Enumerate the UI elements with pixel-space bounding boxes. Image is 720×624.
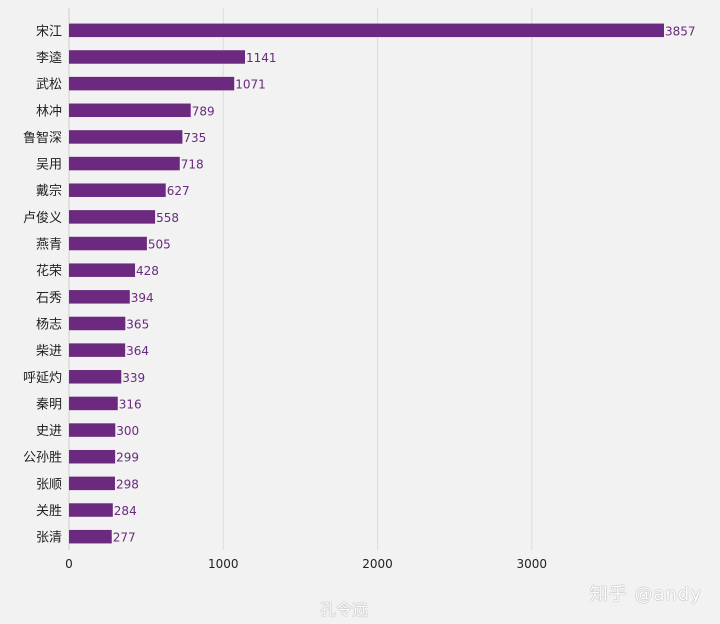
category-label: 武松 <box>36 78 62 93</box>
value-label: 298 <box>116 477 139 491</box>
category-label: 呼延灼 <box>23 371 62 386</box>
bar <box>69 236 147 251</box>
category-label: 卢俊义 <box>23 210 62 226</box>
bar <box>69 396 118 411</box>
value-label: 300 <box>116 424 139 438</box>
category-label: 史进 <box>36 424 62 439</box>
value-label: 627 <box>167 184 190 198</box>
bar <box>69 476 115 491</box>
bar <box>69 449 116 464</box>
category-label: 李逵 <box>36 51 62 66</box>
value-label: 789 <box>192 104 215 118</box>
value-label: 365 <box>126 317 149 331</box>
bar <box>69 103 191 118</box>
category-label: 石秀 <box>36 291 62 306</box>
category-label: 宋江 <box>36 24 62 39</box>
bar <box>69 156 180 171</box>
x-tick-labels: 0 1000 2000 3000 <box>65 557 547 571</box>
zhihu-watermark: 知乎 @andy <box>589 584 702 605</box>
value-label: 284 <box>114 504 137 518</box>
category-label: 鲁智深 <box>23 131 62 146</box>
x-tick-label: 2000 <box>362 557 393 571</box>
value-label: 735 <box>183 131 206 145</box>
value-label: 428 <box>136 264 159 278</box>
value-label: 505 <box>148 238 171 252</box>
value-label: 316 <box>119 397 142 411</box>
value-label: 1141 <box>246 51 277 65</box>
category-label: 张清 <box>36 531 62 546</box>
category-label: 燕青 <box>36 238 62 253</box>
x-tick-label: 3000 <box>517 557 548 571</box>
value-label: 299 <box>116 451 139 465</box>
category-label: 花荣 <box>36 263 62 279</box>
x-tick-label: 0 <box>65 557 73 571</box>
bar <box>69 529 112 544</box>
value-labels: 3857 1141 1071 789 735 718 627 558 505 428 394 365 3… <box>113 24 696 544</box>
category-labels: 宋江李逵武松林冲鲁智深吴用戴宗卢俊义燕青花荣石秀杨志柴进呼延灼秦明史进公孙胜张顺… <box>23 24 62 545</box>
bar <box>69 370 122 384</box>
bar <box>69 503 113 517</box>
bars-group <box>69 23 664 544</box>
value-label: 718 <box>181 158 204 172</box>
bar <box>69 23 664 38</box>
value-label: 3857 <box>665 24 696 38</box>
category-label: 杨志 <box>36 317 62 332</box>
bar <box>69 423 116 437</box>
value-label: 558 <box>156 211 179 225</box>
bar <box>69 290 130 304</box>
weibo-watermark: 孔令远 <box>320 600 369 619</box>
bar <box>69 76 235 91</box>
bar <box>69 263 136 277</box>
category-label: 吴用 <box>36 158 62 173</box>
value-label: 277 <box>113 531 136 545</box>
category-label: 张顺 <box>36 477 62 492</box>
value-label: 364 <box>126 344 149 358</box>
category-label: 林冲 <box>36 104 62 119</box>
category-label: 柴进 <box>36 344 62 359</box>
category-label: 公孙胜 <box>23 451 62 466</box>
bar <box>69 316 126 331</box>
x-tick-label: 1000 <box>208 557 239 571</box>
category-label: 戴宗 <box>36 183 62 199</box>
bar <box>69 183 166 197</box>
bar <box>69 130 183 144</box>
value-label: 1071 <box>235 78 266 92</box>
bar <box>69 343 126 357</box>
bar <box>69 210 156 224</box>
value-label: 339 <box>122 371 145 385</box>
category-label: 秦明 <box>36 397 62 412</box>
value-label: 394 <box>131 291 154 305</box>
category-label: 关胜 <box>36 504 62 519</box>
bar <box>69 50 246 64</box>
